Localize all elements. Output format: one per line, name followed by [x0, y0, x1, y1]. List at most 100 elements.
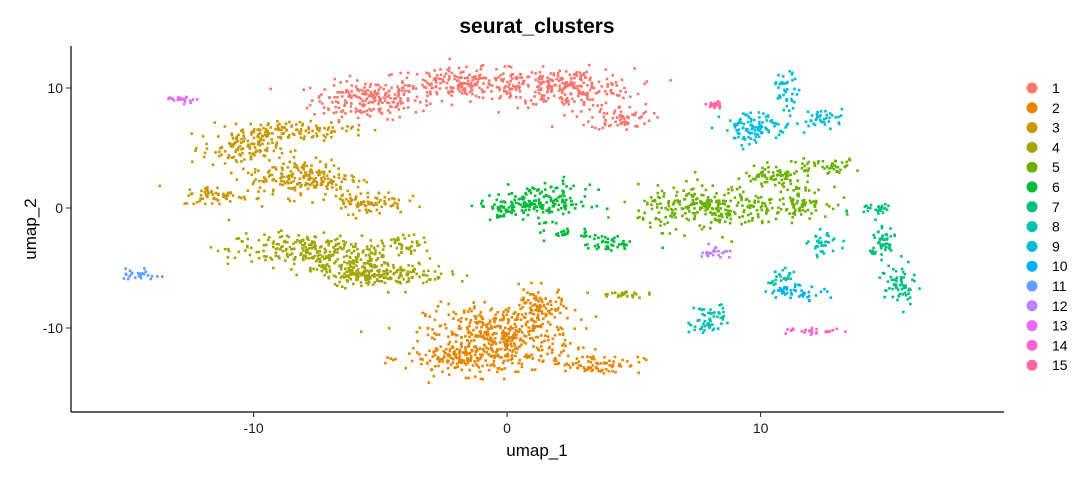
cluster-2-point: [515, 351, 518, 354]
cluster-1-point: [541, 97, 544, 101]
cluster-4-point: [350, 261, 353, 264]
cluster-1-point: [369, 109, 373, 112]
cluster-2-point: [485, 346, 488, 349]
cluster-5-point: [793, 172, 796, 175]
cluster-2-point: [507, 332, 511, 335]
cluster-4-point: [365, 274, 369, 277]
cluster-2-point: [471, 364, 475, 367]
cluster-4-point: [277, 255, 280, 258]
cluster-8-point: [709, 312, 713, 315]
cluster-1-point: [626, 115, 629, 118]
cluster-5-point: [790, 221, 794, 225]
cluster-14-point: [784, 332, 787, 335]
cluster-4-point: [377, 271, 381, 274]
cluster-10-point: [776, 289, 780, 292]
cluster-2-point: [446, 367, 450, 370]
cluster-2-point: [505, 347, 509, 350]
cluster-5-point: [740, 222, 743, 226]
cluster-9-point: [733, 124, 737, 127]
cluster-7-point: [907, 260, 910, 264]
cluster-5-point: [766, 161, 769, 164]
cluster-4-point: [465, 274, 469, 277]
cluster-5-point: [804, 186, 807, 189]
cluster-9-point: [782, 93, 785, 97]
cluster-1-point: [426, 94, 429, 98]
cluster-12-point: [711, 253, 715, 257]
cluster-1-point: [522, 79, 526, 83]
cluster-5-point: [700, 227, 704, 231]
cluster-1-point: [399, 102, 403, 105]
cluster-5-point: [724, 208, 727, 212]
cluster-1-point: [594, 92, 598, 95]
cluster-4-point: [333, 283, 337, 286]
cluster-3-point: [240, 141, 243, 144]
cluster-14-point: [789, 329, 793, 332]
cluster-7-point: [884, 202, 887, 206]
cluster-6-point: [596, 243, 600, 246]
cluster-1-point: [422, 85, 426, 89]
cluster-4-point: [383, 261, 386, 264]
cluster-5-point: [765, 180, 769, 184]
cluster-15-point: [713, 106, 716, 110]
cluster-3-point: [278, 156, 281, 159]
cluster-8-point: [706, 322, 710, 325]
cluster-5-point: [693, 214, 697, 218]
cluster-2-point: [503, 343, 507, 346]
cluster-15-point: [714, 101, 717, 105]
cluster-3-point: [326, 187, 329, 191]
cluster-9-point: [742, 136, 746, 139]
cluster-1-point: [542, 100, 545, 103]
cluster-9-point: [748, 143, 751, 146]
cluster-2-point: [472, 301, 475, 304]
cluster-1-point: [636, 125, 639, 128]
cluster-1-point: [388, 111, 392, 114]
cluster-2-point: [468, 335, 471, 338]
cluster-4-point: [356, 271, 360, 274]
cluster-4-point: [400, 247, 403, 250]
cluster-5-point: [727, 212, 730, 215]
cluster-4-point: [286, 255, 289, 259]
cluster-10-point: [808, 299, 811, 303]
cluster-4-point: [380, 264, 383, 267]
cluster-1-point: [345, 101, 348, 104]
cluster-2-point: [530, 368, 534, 371]
cluster-4-point: [349, 278, 353, 281]
cluster-10-point: [823, 287, 826, 291]
cluster-2-point: [628, 365, 632, 368]
cluster-2-point: [466, 328, 469, 331]
cluster-5-point: [768, 201, 772, 205]
cluster-2-point: [496, 311, 500, 314]
cluster-3-point: [290, 125, 293, 128]
cluster-9-point: [743, 138, 747, 141]
cluster-4-point: [324, 264, 328, 267]
cluster-3-point: [377, 201, 381, 204]
cluster-2-point: [458, 349, 461, 352]
cluster-6-point: [562, 182, 565, 186]
cluster-3-point: [261, 179, 264, 183]
cluster-11-points: [122, 267, 164, 281]
cluster-8-point: [703, 324, 707, 328]
cluster-1-point: [564, 86, 567, 89]
cluster-4-point: [354, 272, 358, 276]
cluster-1-point: [322, 112, 326, 115]
cluster-6-point: [522, 196, 526, 199]
cluster-2-point: [466, 339, 469, 342]
cluster-3-point: [310, 136, 314, 139]
cluster-3-point: [298, 177, 302, 180]
cluster-5-point: [813, 191, 816, 195]
cluster-6-point: [573, 207, 577, 210]
cluster-3-point: [227, 153, 231, 157]
cluster-1-point: [387, 73, 391, 77]
cluster-3-point: [276, 124, 279, 128]
cluster-3-point: [317, 169, 321, 172]
cluster-2-point: [612, 360, 615, 363]
cluster-3-point: [349, 127, 353, 130]
cluster-1-point: [386, 95, 389, 99]
cluster-1-point: [516, 84, 519, 88]
cluster-5-point: [662, 195, 665, 198]
cluster-2-point: [482, 350, 486, 353]
cluster-9-point: [824, 116, 828, 120]
cluster-5-points: [607, 157, 859, 243]
cluster-1-point: [610, 92, 613, 95]
cluster-4-point: [385, 268, 389, 271]
